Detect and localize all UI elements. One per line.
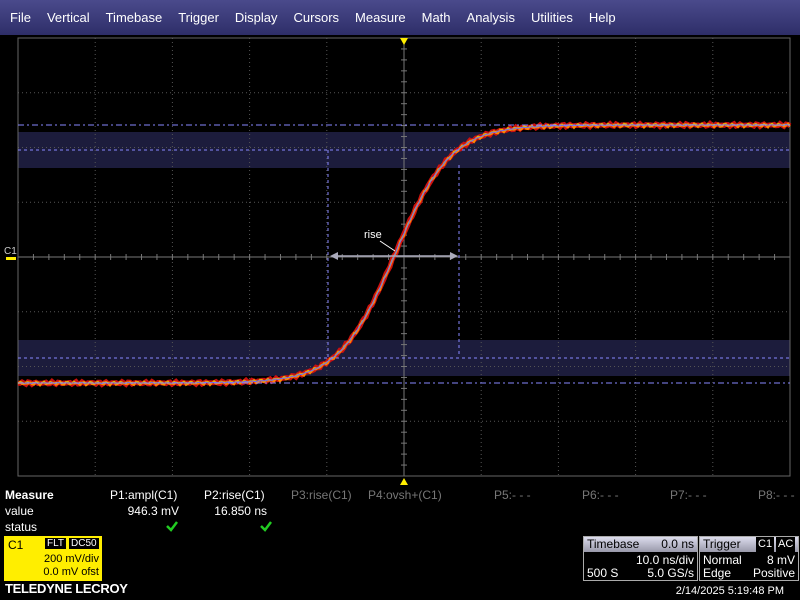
menu-item[interactable]: File	[10, 10, 31, 25]
channel-coupling: DC50	[69, 538, 99, 549]
trigger-type: Edge	[703, 566, 732, 580]
trigger-header: Trigger C1 AC	[700, 537, 798, 552]
timebase-rate: 5.0 GS/s	[647, 566, 694, 580]
check-mark	[166, 521, 178, 532]
menu-bar: File Vertical Timebase Trigger Display Cursor…	[0, 0, 800, 35]
brand: TELEDYNE LECROY	[5, 581, 128, 596]
trigger-title: Trigger	[703, 537, 741, 551]
trigger-mode: Normal	[703, 553, 742, 567]
measure-name[interactable]: P3:rise(C1)	[291, 488, 352, 502]
channel-filter: FLT	[45, 538, 67, 549]
trigger-box[interactable]: Trigger C1 AC Normal 8 mV Edge Positive	[699, 536, 799, 581]
menu-item[interactable]: Analysis	[466, 10, 515, 25]
measure-name[interactable]: P5:- - -	[494, 488, 531, 502]
measure-value: 16.850 ns	[214, 504, 267, 518]
channel-marker	[6, 257, 16, 260]
level-lines	[18, 124, 790, 384]
measure-name[interactable]: P7:- - -	[670, 488, 707, 502]
trigger-level: 8 mV	[766, 553, 795, 567]
menu-item[interactable]: Trigger	[178, 10, 219, 25]
measure-name[interactable]: P6:- - -	[582, 488, 619, 502]
graticule: rise C1	[0, 35, 800, 485]
menu-item[interactable]: Timebase	[105, 10, 163, 25]
rise-annotation: rise	[364, 229, 382, 241]
timestamp: 2/14/2025 5:19:48 PM	[675, 585, 784, 597]
channel-offset: 0.0 mV ofst	[43, 566, 99, 578]
measure-name[interactable]: P2:rise(C1)	[204, 488, 265, 502]
channel-marker-label: C1	[4, 246, 17, 257]
measure-name[interactable]: P8:- - -	[758, 488, 795, 502]
menu-item[interactable]: Measure	[355, 10, 406, 25]
measure-title: Measure	[5, 488, 54, 502]
arrow-head-left	[330, 252, 338, 260]
trigger-slope: Positive	[752, 566, 795, 580]
measure-name[interactable]: P4:ovsh+(C1)	[368, 488, 442, 502]
timebase-delay: 0.0 ns	[661, 537, 694, 551]
menu-item[interactable]: Math	[421, 10, 451, 25]
trigger-position-bottom	[400, 478, 408, 485]
measure-name[interactable]: P1:ampl(C1)	[110, 488, 178, 502]
menu-item[interactable]: Vertical	[46, 10, 90, 25]
annotation-leader	[379, 240, 396, 252]
measure-value: 946.3 mV	[127, 504, 179, 518]
trigger-coupling: AC	[776, 537, 796, 552]
timebase-header: Timebase 0.0 ns	[584, 537, 697, 552]
menu-item[interactable]: Display	[234, 10, 278, 25]
row-label: value	[5, 504, 34, 518]
timebase-scale: 10.0 ns/div	[635, 553, 694, 567]
status-check	[260, 521, 272, 532]
status-check	[166, 521, 178, 532]
screen	[0, 35, 800, 485]
waveform	[17, 122, 791, 388]
row-label: status	[5, 520, 38, 534]
menu-item[interactable]: Help	[588, 10, 616, 25]
channel-scale: 200 mV/div	[43, 553, 99, 565]
menu-item[interactable]: Utilities	[530, 10, 573, 25]
trigger-source: C1	[756, 537, 775, 552]
check-mark	[260, 521, 272, 532]
threshold-lines	[18, 149, 790, 359]
channel-name: C1	[8, 538, 24, 552]
arrow-head-right	[450, 252, 458, 260]
trigger-position-top	[400, 38, 408, 45]
timebase-title: Timebase	[587, 537, 640, 551]
channel-box[interactable]: C1 FLT DC50 200 mV/div 0.0 mV ofst	[4, 536, 102, 581]
timebase-box[interactable]: Timebase 0.0 ns 10.0 ns/div 500 S 5.0 GS/…	[583, 536, 698, 581]
menu-item[interactable]: Cursors	[293, 10, 340, 25]
timebase-samples: 500 S	[587, 566, 619, 580]
